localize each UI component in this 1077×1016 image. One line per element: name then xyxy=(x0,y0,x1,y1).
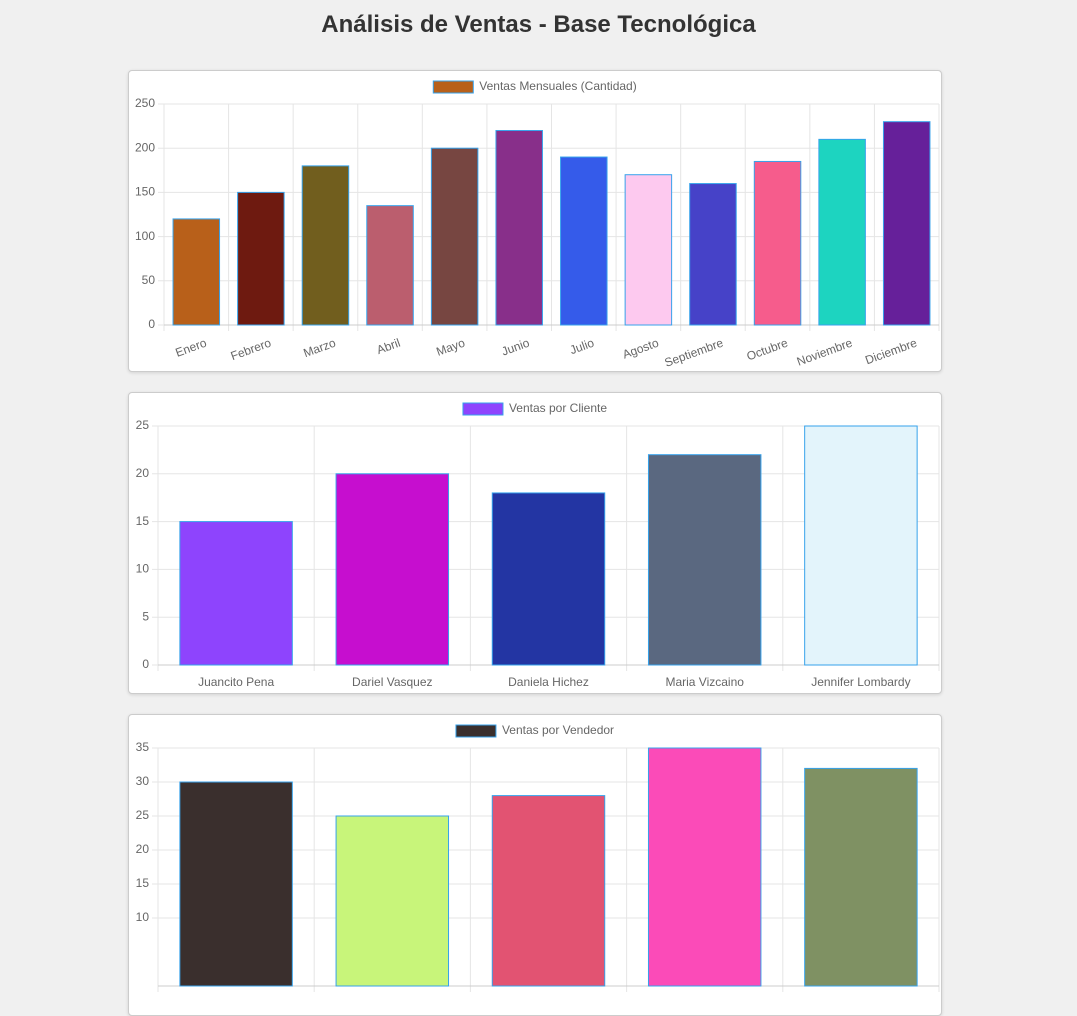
legend-swatch xyxy=(432,80,474,94)
bar xyxy=(172,218,221,326)
y-tick-label: 20 xyxy=(136,842,150,856)
y-tick-label: 0 xyxy=(142,657,149,671)
legend-label: Ventas por Cliente xyxy=(509,401,607,415)
bar xyxy=(237,191,285,326)
x-tick-label: Mayo xyxy=(434,336,467,359)
chart: Ventas por Vendedor 10 15 20 25 30 35 xyxy=(136,723,940,992)
y-tick-label: 100 xyxy=(135,229,155,243)
legend-label: Ventas Mensuales (Cantidad) xyxy=(479,79,636,93)
y-tick-label: 10 xyxy=(136,910,150,924)
x-tick-label: Diciembre xyxy=(863,336,919,368)
x-tick-label: Marzo xyxy=(301,336,337,361)
bar xyxy=(491,795,606,987)
page-title: Análisis de Ventas - Base Tecnológica xyxy=(321,11,756,38)
y-tick-label: 20 xyxy=(136,466,150,480)
x-tick-label: Noviembre xyxy=(795,336,855,369)
y-tick-label: 30 xyxy=(136,774,150,788)
x-tick-label: Julio xyxy=(568,336,596,358)
chart-card: Ventas por Vendedor 10 15 20 25 30 35 xyxy=(128,714,942,1016)
bar xyxy=(647,454,762,666)
chart: Ventas Mensuales (Cantidad) 0 50 100 150 200 2… xyxy=(135,79,940,370)
x-tick-label: Dariel Vasquez xyxy=(352,675,432,689)
y-tick-label: 200 xyxy=(135,140,155,154)
x-tick-label: Juancito Pena xyxy=(198,675,274,689)
bar xyxy=(753,160,802,326)
x-tick-label: Febrero xyxy=(229,336,274,364)
legend-swatch xyxy=(455,724,497,738)
bar xyxy=(335,815,450,987)
x-tick-label: Septiembre xyxy=(663,336,726,370)
chart-card: Ventas Mensuales (Cantidad) 0 50 100 150 200 2… xyxy=(128,70,942,372)
x-tick-label: Abril xyxy=(375,336,402,357)
bar xyxy=(495,130,543,326)
chart: Ventas por Cliente 0 5 10 15 20 25 Juancito Pen… xyxy=(136,401,940,689)
x-tick-label: Maria Vizcaino xyxy=(665,675,744,689)
bar xyxy=(179,521,293,666)
bar xyxy=(491,492,606,666)
bar xyxy=(647,747,762,987)
y-tick-label: 150 xyxy=(135,185,155,199)
bar xyxy=(804,425,918,666)
y-tick-label: 0 xyxy=(148,317,155,331)
bar xyxy=(301,165,350,326)
y-tick-label: 50 xyxy=(142,273,156,287)
bar xyxy=(335,473,450,666)
x-tick-label: Agosto xyxy=(621,336,661,362)
x-tick-label: Junio xyxy=(500,336,532,359)
page: Análisis de Ventas - Base Tecnológica Ve… xyxy=(128,11,942,1016)
y-tick-label: 250 xyxy=(135,96,155,110)
bar xyxy=(818,138,866,326)
chart-card: Ventas por Cliente 0 5 10 15 20 25 Juancito Pen… xyxy=(128,392,942,694)
y-tick-label: 5 xyxy=(142,609,149,623)
x-tick-label: Daniela Hichez xyxy=(508,675,589,689)
bar xyxy=(366,205,414,326)
y-tick-label: 25 xyxy=(136,418,150,432)
bar xyxy=(624,174,673,326)
x-tick-label: Octubre xyxy=(745,336,790,364)
bar xyxy=(882,121,931,326)
bar xyxy=(804,767,918,987)
legend-swatch xyxy=(462,402,504,416)
bar xyxy=(560,156,608,326)
bar xyxy=(430,147,479,326)
bar xyxy=(689,183,737,326)
y-tick-label: 25 xyxy=(136,808,150,822)
x-tick-label: Jennifer Lombardy xyxy=(811,675,910,689)
bar xyxy=(179,781,293,987)
legend-label: Ventas por Vendedor xyxy=(502,723,614,737)
x-tick-label: Enero xyxy=(174,336,209,360)
y-tick-label: 10 xyxy=(136,562,150,576)
y-tick-label: 15 xyxy=(136,514,150,528)
y-tick-label: 15 xyxy=(136,876,150,890)
y-tick-label: 35 xyxy=(136,740,150,754)
